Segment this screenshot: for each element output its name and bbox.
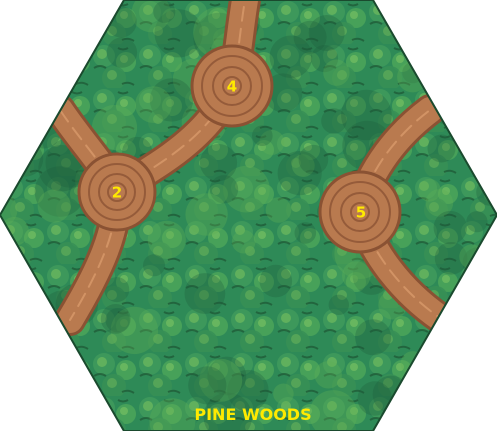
- tree-clump: [425, 189, 454, 217]
- clearing-5[interactable]: 5: [318, 170, 402, 254]
- tree-clump: [323, 59, 350, 86]
- tree-clump: [314, 361, 342, 389]
- tree-clump: [19, 359, 59, 399]
- tree-clump: [207, 356, 247, 396]
- tree-clump: [308, 15, 345, 51]
- tree-clump: [91, 105, 138, 151]
- tree-clump: [0, 308, 22, 344]
- tree-clump: [185, 193, 228, 236]
- tree-clump: [203, 392, 253, 431]
- tree-clump: [188, 366, 227, 405]
- tree-clump: [357, 381, 392, 416]
- tree-clump: [143, 254, 165, 277]
- tree-clump: [291, 154, 315, 178]
- tree-clump: [259, 264, 293, 298]
- tree-clump: [273, 383, 294, 405]
- tree-clump: [149, 78, 194, 122]
- tree-clump: [328, 294, 349, 315]
- tree-clump: [149, 398, 196, 431]
- tree-clump: [37, 189, 71, 223]
- tree-clump: [294, 222, 317, 244]
- tree-clump: [472, 343, 497, 388]
- tree-clump: [24, 52, 61, 89]
- tree-clump: [199, 144, 238, 182]
- tree-clump: [59, 376, 100, 417]
- clearing-number-5: 5: [356, 204, 366, 222]
- tree-clump: [25, 385, 54, 414]
- tree-clump: [22, 0, 60, 28]
- tree-clump: [135, 86, 172, 123]
- tree-clump: [427, 134, 456, 163]
- tree-clump: [100, 304, 131, 334]
- tree-clump: [30, 78, 55, 103]
- tree-clump: [434, 241, 468, 275]
- tree-clump: [0, 123, 28, 156]
- tree-clump: [277, 151, 322, 196]
- tree-clump: [153, 0, 176, 23]
- tree-clump: [459, 244, 484, 269]
- tree-clump: [466, 211, 488, 233]
- tree-clump: [110, 306, 159, 355]
- tree-clump: [57, 60, 78, 81]
- tree-clump: [154, 9, 203, 58]
- tree-clump: [321, 108, 347, 134]
- tree-clump: [259, 129, 285, 155]
- tree-clump: [34, 166, 86, 217]
- tree-clump: [433, 210, 467, 245]
- tree-clump: [209, 175, 239, 204]
- tree-clump: [342, 261, 371, 290]
- tree-clump: [39, 366, 81, 409]
- tree-clump: [184, 273, 226, 314]
- tree-clump: [298, 144, 329, 175]
- tree-clump: [223, 165, 270, 213]
- tree-clump: [479, 271, 497, 297]
- tree-clump: [310, 45, 339, 73]
- tree-clump: [269, 35, 313, 79]
- tile-title: PINE WOODS: [194, 405, 311, 424]
- tree-clump: [38, 145, 85, 192]
- tree-clump: [430, 28, 464, 62]
- tree-clump: [0, 135, 23, 175]
- clearing-4[interactable]: 4: [190, 44, 274, 128]
- tree-clump: [199, 358, 243, 402]
- tree-clump: [453, 329, 487, 363]
- tree-clump: [418, 178, 441, 202]
- tree-clump: [341, 89, 392, 141]
- tree-clump: [0, 255, 14, 279]
- tree-clump: [293, 20, 327, 54]
- tree-clump: [457, 375, 497, 424]
- tree-clump: [131, 0, 171, 33]
- tree-clump: [106, 37, 138, 68]
- tree-clump: [457, 123, 492, 157]
- clearing-number-2: 2: [112, 184, 122, 202]
- clearing-2[interactable]: 2: [77, 152, 157, 232]
- tree-clump: [231, 229, 256, 254]
- tree-clump: [105, 308, 130, 333]
- tree-clump: [147, 220, 186, 259]
- tree-clump: [251, 125, 273, 146]
- tree-clump: [59, 0, 107, 25]
- tree-clump: [355, 319, 392, 356]
- clearing-number-4: 4: [227, 78, 237, 96]
- tree-clump: [424, 392, 457, 425]
- tree-clump: [28, 16, 55, 43]
- tree-clump: [309, 390, 358, 431]
- tree-clump: [227, 369, 269, 412]
- tree-clump: [0, 379, 51, 431]
- tree-clump: [265, 197, 292, 223]
- tree-clump: [104, 277, 130, 303]
